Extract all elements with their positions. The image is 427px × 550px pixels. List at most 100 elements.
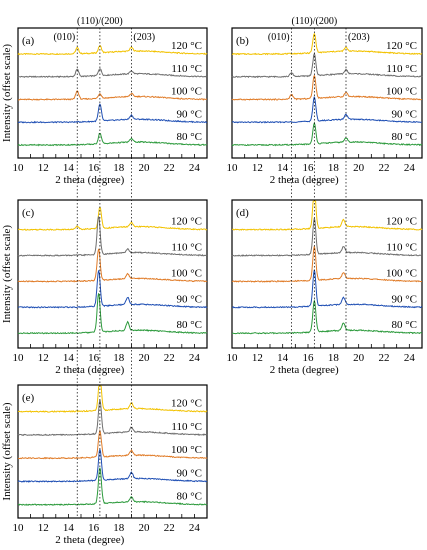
x-tick-label: 18 — [113, 352, 125, 364]
x-tick-label: 24 — [404, 352, 416, 364]
x-tick-label: 12 — [38, 522, 49, 534]
y-axis-label: Intensity (offset scale) — [1, 225, 13, 323]
x-tick-label: 10 — [227, 352, 239, 364]
series-label: 120 °C — [386, 40, 417, 52]
series-line — [231, 96, 423, 124]
chart-panel-4: 10 12 14 16 18 20 22 24 2 theta (degree) (d) 120 °… — [227, 199, 423, 376]
series-label: 110 °C — [171, 63, 202, 75]
chart-panel-5: 10 12 14 16 18 20 22 24 2 theta (degree) Intensit… — [1, 384, 208, 546]
series-line — [231, 269, 423, 309]
series-label: 80 °C — [177, 131, 203, 143]
x-tick-label: 24 — [189, 522, 201, 534]
series-line — [231, 74, 423, 101]
peak-label: (010) — [268, 32, 290, 43]
x-tick-label: 22 — [379, 352, 390, 364]
panel-label: (d) — [236, 207, 249, 219]
series-label: 110 °C — [171, 421, 202, 433]
plot-frame — [17, 199, 208, 349]
series-label: 90 °C — [392, 293, 418, 305]
y-axis-label: Intensity (offset scale) — [1, 402, 13, 500]
series-line — [231, 246, 423, 283]
series-line — [231, 32, 423, 56]
plot-frame — [231, 199, 423, 349]
series-line — [231, 52, 423, 79]
x-tick-label: 20 — [139, 162, 151, 174]
x-tick-label: 12 — [252, 162, 263, 174]
series-label: 100 °C — [171, 444, 202, 456]
series-line — [231, 298, 423, 335]
series-line — [17, 206, 208, 231]
series-line — [17, 68, 208, 79]
x-tick-label: 12 — [38, 352, 49, 364]
x-tick-label: 20 — [139, 352, 151, 364]
x-tick-label: 22 — [164, 162, 175, 174]
x-tick-label: 10 — [13, 352, 25, 364]
x-tick-label: 20 — [139, 522, 151, 534]
plot-frame — [17, 384, 208, 519]
x-tick-label: 22 — [164, 352, 175, 364]
series-line — [17, 90, 208, 101]
series-line — [17, 293, 208, 335]
series-label: 80 °C — [392, 131, 418, 143]
peak-label: (110)/(200) — [77, 16, 123, 27]
x-tick-label: 10 — [227, 162, 239, 174]
series-label: 100 °C — [386, 86, 417, 98]
panel-label: (a) — [22, 35, 35, 47]
x-axis-label: 2 theta (degree) — [55, 174, 124, 186]
x-tick-label: 16 — [88, 352, 100, 364]
series-label: 120 °C — [386, 216, 417, 228]
x-tick-label: 14 — [63, 522, 75, 534]
series-label: 80 °C — [177, 319, 203, 331]
series-label: 90 °C — [177, 293, 203, 305]
series-line — [231, 217, 423, 257]
series-label: 100 °C — [171, 267, 202, 279]
plot-frame — [231, 27, 423, 159]
panel-label: (b) — [236, 35, 249, 47]
x-tick-label: 10 — [13, 162, 25, 174]
x-tick-label: 22 — [164, 522, 175, 534]
peak-label: (110)/(200) — [291, 16, 337, 27]
x-tick-label: 24 — [189, 352, 201, 364]
x-axis-label: 2 theta (degree) — [270, 174, 339, 186]
panel-label: (e) — [22, 392, 35, 404]
series-line — [17, 132, 208, 147]
peak-label: (203) — [133, 32, 155, 43]
series-label: 110 °C — [386, 63, 417, 75]
plot-frame — [17, 27, 208, 159]
peak-label: (203) — [348, 32, 370, 43]
x-axis-label: 2 theta (degree) — [55, 534, 124, 546]
panel-label: (c) — [22, 207, 35, 219]
series-label: 120 °C — [171, 216, 202, 228]
series-label: 90 °C — [177, 467, 203, 479]
x-tick-label: 16 — [303, 352, 315, 364]
chart-panel-1: 10 12 14 16 18 20 22 24 2 theta (degree) Intensit… — [1, 16, 208, 186]
chart-panel-2: 10 12 14 16 18 20 22 24 2 theta (degree) (b) 120 °… — [227, 16, 423, 186]
series-label: 110 °C — [386, 242, 417, 254]
chart-panel-3: 10 12 14 16 18 20 22 24 2 theta (degree) Intensit… — [1, 199, 208, 376]
series-label: 80 °C — [177, 491, 203, 503]
series-label: 120 °C — [171, 398, 202, 410]
x-tick-label: 10 — [13, 522, 25, 534]
series-line — [231, 121, 423, 147]
series-label: 90 °C — [392, 108, 418, 120]
series-line — [17, 467, 208, 506]
x-axis-label: 2 theta (degree) — [55, 364, 124, 376]
x-tick-label: 20 — [353, 162, 365, 174]
x-tick-label: 18 — [113, 162, 125, 174]
series-label: 110 °C — [171, 242, 202, 254]
x-tick-label: 22 — [379, 162, 390, 174]
x-tick-label: 20 — [353, 352, 365, 364]
series-line — [17, 103, 208, 124]
series-line — [17, 270, 208, 309]
series-line — [17, 45, 208, 56]
x-tick-label: 24 — [189, 162, 201, 174]
peak-label: (010) — [54, 32, 76, 43]
x-tick-label: 24 — [404, 162, 416, 174]
x-tick-label: 14 — [277, 352, 289, 364]
series-label: 120 °C — [171, 40, 202, 52]
x-tick-label: 14 — [63, 352, 75, 364]
series-line — [17, 216, 208, 257]
x-tick-label: 16 — [88, 522, 100, 534]
series-line — [17, 428, 208, 460]
